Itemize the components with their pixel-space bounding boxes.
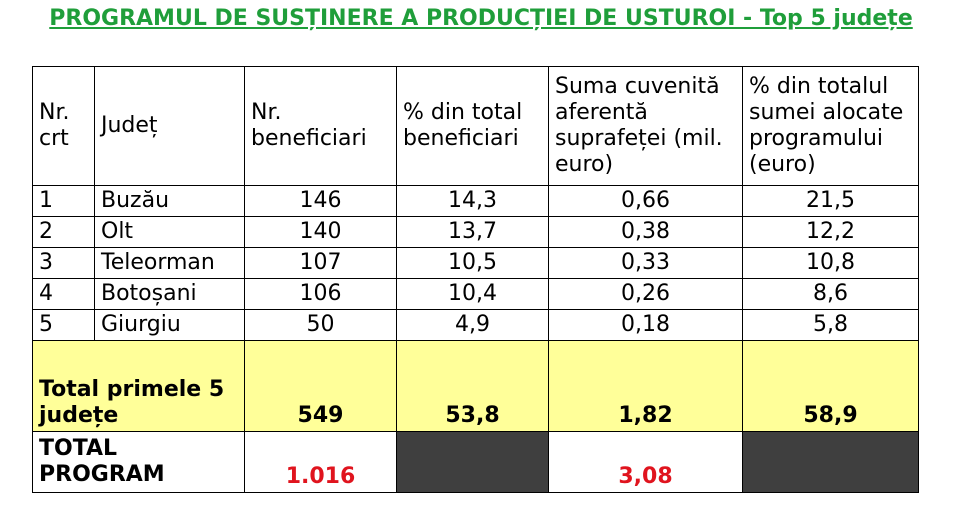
total-program-row: TOTAL PROGRAM 1.016 3,08 [32,431,919,493]
cell-pct-beneficiari: 13,7 [396,216,549,248]
data-table: Nr. crt Județ Nr. beneficiari % din tota… [32,66,919,493]
cell-pct-suma: 21,5 [742,185,919,217]
empty-dark-cell [396,431,549,493]
table-header-row: Nr. crt Județ Nr. beneficiari % din tota… [32,66,919,186]
total-top5-pct-beneficiari: 53,8 [396,340,549,432]
cell-suma: 0,38 [548,216,743,248]
cell-beneficiari: 146 [244,185,397,217]
cell-pct-beneficiari: 4,9 [396,309,549,341]
empty-dark-cell [742,431,919,493]
header-pct-suma: % din totalul sumei alocate programului … [742,66,919,186]
cell-judet: Botoșani [94,278,245,310]
header-beneficiari: Nr. beneficiari [244,66,397,186]
cell-suma: 0,18 [548,309,743,341]
cell-judet: Olt [94,216,245,248]
cell-nr: 1 [32,185,95,217]
header-pct-beneficiari: % din total beneficiari [396,66,549,186]
cell-nr: 2 [32,216,95,248]
cell-beneficiari: 107 [244,247,397,279]
cell-pct-beneficiari: 10,5 [396,247,549,279]
table-row: 1 Buzău 146 14,3 0,66 21,5 [32,185,919,217]
total-top5-pct-suma: 58,9 [742,340,919,432]
total-top5-label: Total primele 5 județe [32,340,245,432]
cell-pct-suma: 10,8 [742,247,919,279]
table-row: 2 Olt 140 13,7 0,38 12,2 [32,216,919,248]
cell-suma: 0,26 [548,278,743,310]
cell-beneficiari: 140 [244,216,397,248]
cell-pct-beneficiari: 10,4 [396,278,549,310]
cell-beneficiari: 50 [244,309,397,341]
total-top5-suma: 1,82 [548,340,743,432]
cell-judet: Giurgiu [94,309,245,341]
cell-suma: 0,66 [548,185,743,217]
cell-nr: 5 [32,309,95,341]
header-judet: Județ [94,66,245,186]
table-row: 3 Teleorman 107 10,5 0,33 10,8 [32,247,919,279]
total-program-label: TOTAL PROGRAM [32,431,245,493]
cell-pct-suma: 5,8 [742,309,919,341]
cell-beneficiari: 106 [244,278,397,310]
table-row: 5 Giurgiu 50 4,9 0,18 5,8 [32,309,919,341]
cell-judet: Teleorman [94,247,245,279]
page-title: PROGRAMUL DE SUSȚINERE A PRODUCȚIEI DE U… [49,6,913,31]
total-top5-beneficiari: 549 [244,340,397,432]
cell-nr: 3 [32,247,95,279]
header-suma: Suma cuvenită aferentă suprafeței (mil. … [548,66,743,186]
total-program-suma: 3,08 [548,431,743,493]
cell-pct-beneficiari: 14,3 [396,185,549,217]
header-nr: Nr. crt [32,66,95,186]
cell-nr: 4 [32,278,95,310]
cell-judet: Buzău [94,185,245,217]
cell-suma: 0,33 [548,247,743,279]
total-program-beneficiari: 1.016 [244,431,397,493]
cell-pct-suma: 8,6 [742,278,919,310]
table-row: 4 Botoșani 106 10,4 0,26 8,6 [32,278,919,310]
cell-pct-suma: 12,2 [742,216,919,248]
total-top5-row: Total primele 5 județe 549 53,8 1,82 58,… [32,340,919,432]
